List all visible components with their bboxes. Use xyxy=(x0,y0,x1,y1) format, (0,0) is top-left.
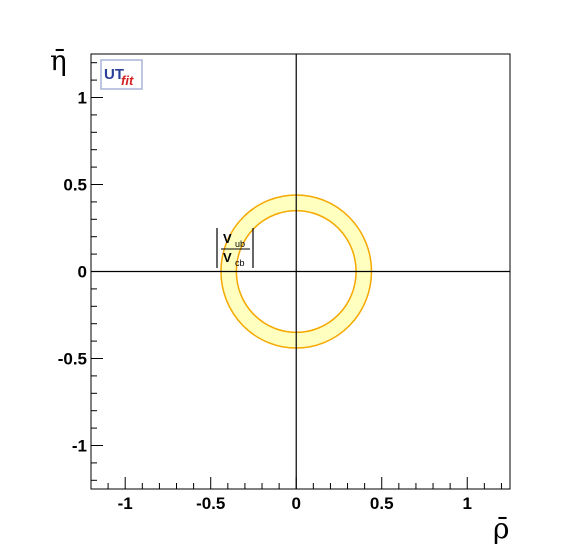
y-tick-label: 0.5 xyxy=(63,176,87,195)
label-numerator-sub: ub xyxy=(235,239,245,249)
x-tick-label: 0 xyxy=(291,494,300,513)
logo-part-ut: UT xyxy=(104,66,124,83)
logo-box xyxy=(100,59,143,90)
utfit-logo: UT fit xyxy=(100,59,143,90)
y-tick-label: 0 xyxy=(78,263,87,282)
x-tick-label: 0.5 xyxy=(370,494,394,513)
y-axis-title: η̄ xyxy=(50,44,67,77)
x-tick-label: 1 xyxy=(463,494,472,513)
x-axis-title: ρ̄ xyxy=(493,512,509,544)
label-denominator: V xyxy=(223,250,232,265)
x-tick-label: -1 xyxy=(118,494,133,513)
y-tick-label: -1 xyxy=(72,437,87,456)
logo-part-fit: fit xyxy=(121,73,134,88)
tick-labels: -1 -0.5 0 0.5 1 -1 -0.5 0 0.5 1 xyxy=(58,89,472,514)
zero-axis-lines xyxy=(91,54,510,489)
vub-vcb-label: V ub V cb xyxy=(216,228,254,268)
label-denominator-sub: cb xyxy=(235,258,245,268)
x-tick-label: -0.5 xyxy=(196,494,225,513)
axis-ticks xyxy=(90,62,502,489)
y-tick-label: 1 xyxy=(78,89,87,108)
label-numerator: V xyxy=(223,231,232,246)
y-tick-label: -0.5 xyxy=(58,350,87,369)
